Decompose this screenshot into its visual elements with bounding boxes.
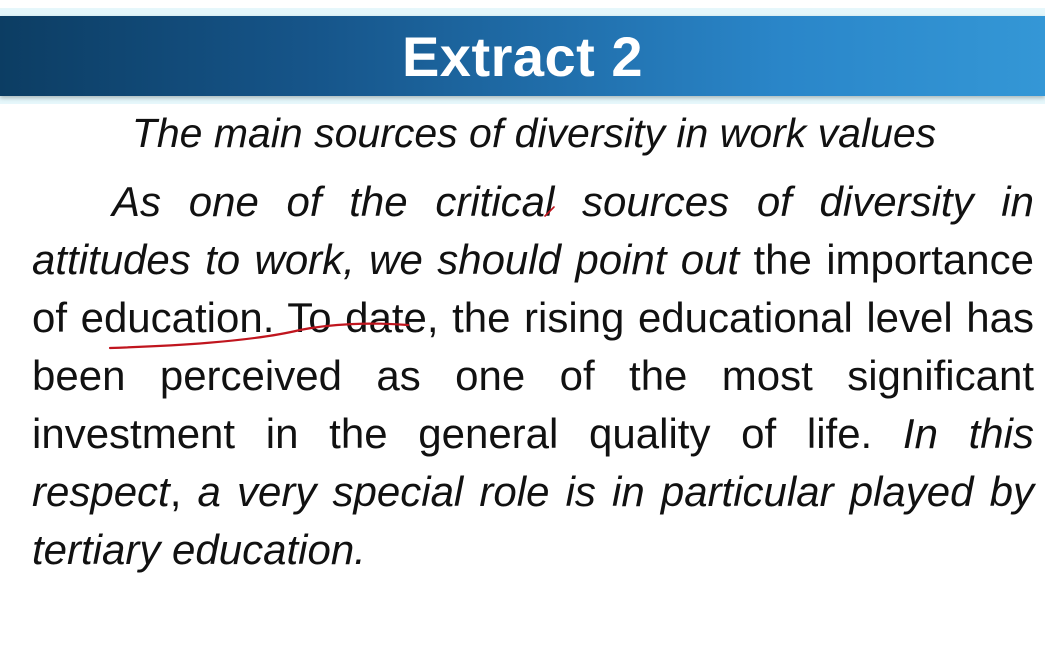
slide-subtitle: The main sources of diversity in work va…	[131, 110, 937, 156]
body-paragraph: As one of the critical sources of divers…	[32, 173, 1034, 579]
paragraph-italic-respect: In this respect	[32, 410, 1034, 515]
paragraph-text-main: the importance of education. To date, th…	[32, 236, 1034, 457]
paragraph-italic-intro: As one of the critical sources of divers…	[32, 178, 1034, 283]
paragraph-italic-conclusion: a very special role is in particular pla…	[32, 468, 1034, 573]
slide-title: Extract 2	[401, 25, 644, 88]
title-banner	[0, 16, 1045, 96]
paragraph-comma: ,	[169, 468, 198, 515]
